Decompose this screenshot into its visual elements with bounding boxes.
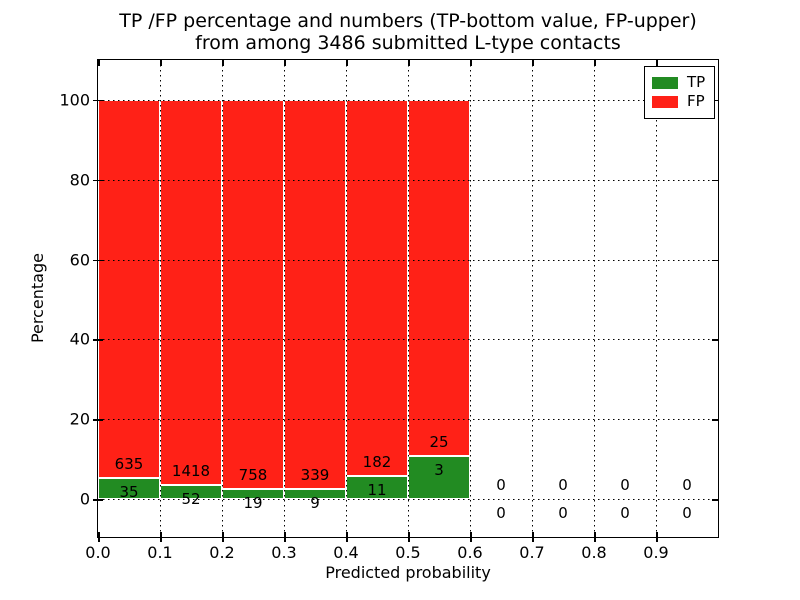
legend-item-fp: FP [652, 93, 707, 110]
fp-bar-segment [98, 99, 160, 479]
x-tick-mark-top [470, 60, 472, 66]
x-tick-label: 0.1 [147, 543, 173, 562]
x-tick-mark-top [656, 60, 658, 66]
y-tick-mark-right [712, 259, 718, 262]
y-tick-label: 40 [69, 329, 90, 349]
y-axis-label: Percentage [28, 253, 47, 344]
x-tick-mark-bottom [160, 532, 162, 542]
fp-count-label: 182 [362, 453, 392, 472]
x-gridline [656, 60, 657, 537]
x-tick-mark-top [222, 60, 224, 66]
fp-count-label: 0 [496, 476, 506, 495]
y-tick-mark-right [712, 179, 718, 182]
tp-count-label: 9 [310, 493, 320, 512]
y-tick-mark-left [93, 499, 103, 501]
legend-label-tp: TP [687, 73, 706, 91]
x-axis-label: Predicted probability [325, 563, 491, 582]
x-gridline [222, 60, 223, 537]
y-tick-mark-left [93, 419, 103, 421]
x-tick-label: 0.5 [395, 543, 421, 562]
x-gridline [408, 60, 409, 537]
plot-area: 0.0 0.1 0.2 0.3 0.4 0.5 0.6 0.7 0.8 0.9 0 20 40 60 80 1… [59, 60, 718, 562]
y-tick-mark-left [93, 259, 103, 262]
x-tick-label: 0.9 [643, 543, 669, 562]
x-tick-mark-top [532, 60, 534, 66]
x-tick-mark-bottom [532, 532, 534, 542]
tp-count-label: 0 [496, 504, 506, 523]
tp-count-label: 0 [558, 504, 568, 523]
x-tick-mark-top [284, 60, 286, 66]
fp-count-label: 635 [114, 455, 144, 474]
tp-count-label: 0 [620, 504, 630, 523]
legend: TP FP [644, 66, 715, 119]
x-tick-label: 0.8 [581, 543, 607, 562]
plot-frame [96, 58, 719, 538]
x-tick-mark-top [98, 60, 100, 66]
y-tick-mark-right [712, 499, 718, 501]
tp-count-label: 0 [682, 504, 692, 523]
y-tick-mark-left [93, 99, 103, 102]
tp-color-swatch [652, 76, 678, 89]
x-tick-mark-bottom [594, 532, 596, 542]
fp-bar-segment [346, 99, 408, 477]
y-tick-label: 0 [79, 489, 90, 509]
tp-count-label: 3 [434, 461, 444, 480]
y-tick-label: 60 [69, 250, 90, 270]
x-tick-label: 0.3 [271, 543, 297, 562]
fp-bar-segment [284, 99, 346, 489]
x-tick-label: 0.2 [209, 543, 235, 562]
legend-item-tp: TP [652, 74, 707, 91]
fp-color-swatch [652, 95, 678, 108]
tp-count-label: 11 [367, 481, 387, 500]
x-tick-mark-top [346, 60, 348, 66]
x-tick-label: 0.0 [85, 543, 111, 562]
fp-count-label: 0 [682, 476, 692, 495]
fp-count-label: 758 [238, 466, 268, 485]
x-gridline [160, 60, 161, 537]
x-tick-mark-top [408, 60, 410, 66]
tp-bar-segment [98, 478, 160, 500]
x-gridline [284, 60, 285, 537]
x-gridline [470, 60, 471, 537]
tp-count-label: 35 [119, 483, 139, 502]
x-gridline [346, 60, 347, 537]
x-tick-label: 0.4 [333, 543, 359, 562]
fp-count-label: 339 [300, 465, 330, 484]
y-tick-mark-right [712, 99, 718, 102]
x-tick-label: 0.7 [519, 543, 545, 562]
y-tick-label: 80 [69, 170, 90, 190]
tp-count-label: 52 [181, 489, 201, 508]
y-tick-mark-left [93, 179, 103, 182]
x-gridline [532, 60, 533, 537]
x-tick-mark-top [594, 60, 596, 66]
x-tick-mark-bottom [408, 532, 410, 542]
fp-count-label: 0 [620, 476, 630, 495]
fp-bar-segment [222, 99, 284, 490]
fp-count-label: 1418 [171, 461, 211, 480]
fp-bar-segment [160, 99, 222, 485]
y-tick-mark-right [712, 419, 718, 421]
chart-title-line-1: TP /FP percentage and numbers (TP-bottom… [119, 10, 697, 32]
tp-bar-segment [408, 456, 470, 500]
x-tick-mark-bottom [98, 532, 100, 542]
y-tick-mark-left [93, 339, 103, 341]
x-tick-mark-bottom [222, 532, 224, 542]
fp-bar-segment [408, 99, 470, 457]
fp-count-label: 25 [429, 433, 449, 452]
x-gridline [594, 60, 595, 537]
y-tick-mark-right [712, 339, 718, 341]
x-tick-mark-bottom [346, 532, 348, 542]
x-tick-mark-top [160, 60, 162, 66]
y-tick-label: 100 [59, 90, 90, 110]
x-tick-mark-bottom [656, 532, 658, 542]
x-tick-label: 0.6 [457, 543, 483, 562]
tp-count-label: 19 [243, 494, 263, 513]
chart-title-line-2: from among 3486 submitted L-type contact… [195, 32, 621, 54]
legend-label-fp: FP [687, 92, 705, 110]
x-tick-mark-bottom [284, 532, 286, 542]
y-tick-label: 20 [69, 409, 90, 429]
x-tick-mark-bottom [470, 532, 472, 542]
fp-count-label: 0 [558, 476, 568, 495]
